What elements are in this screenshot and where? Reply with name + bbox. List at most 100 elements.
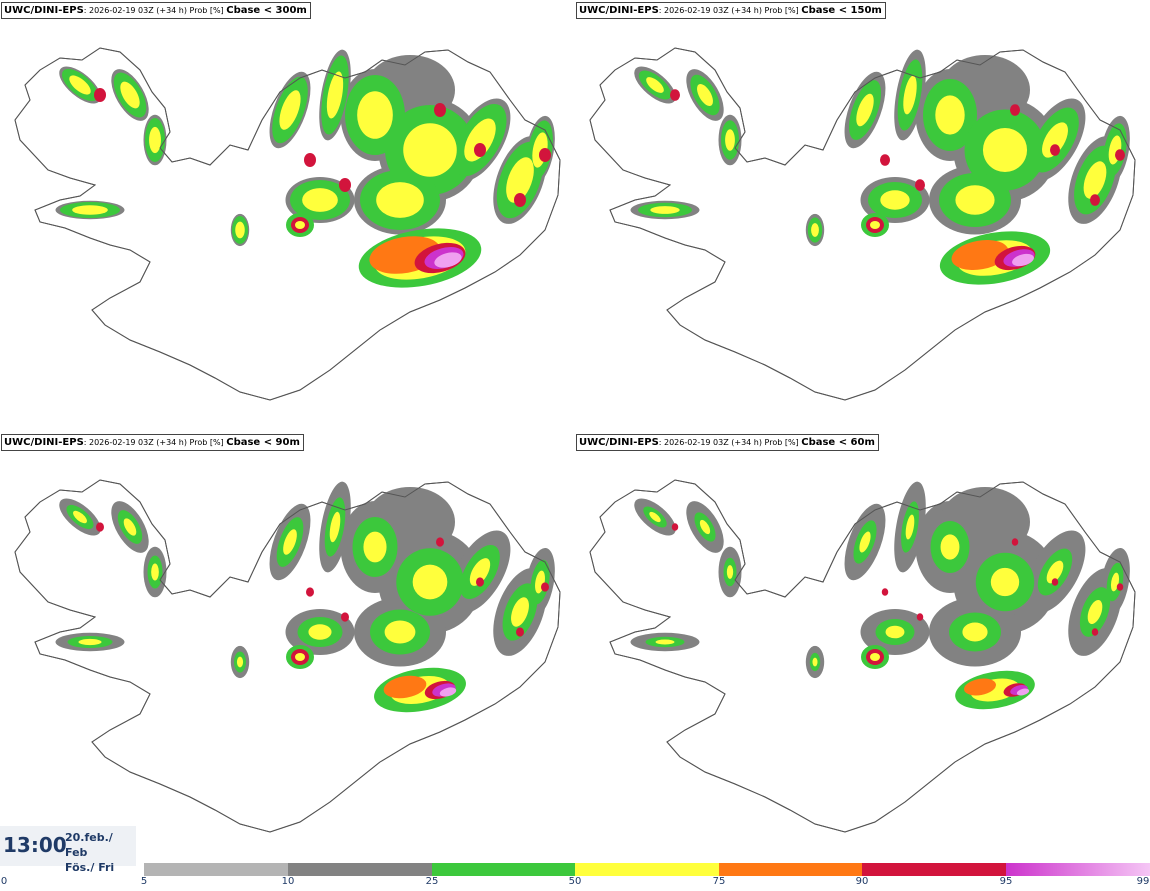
prob-90-95 bbox=[96, 522, 104, 532]
coastline-outline bbox=[14, 479, 561, 833]
coastline-outline bbox=[14, 47, 561, 401]
run-info: : 2026-02-19 03Z (+34 h) Prob [%] bbox=[658, 438, 802, 447]
probability-map bbox=[14, 479, 561, 833]
legend-segment-95-99 bbox=[1006, 863, 1150, 876]
prob-90-95 bbox=[304, 153, 316, 167]
prob-90-95 bbox=[671, 523, 679, 531]
legend-segment-75-90 bbox=[719, 863, 862, 876]
prob-95-99 bbox=[1016, 688, 1030, 696]
prob-50-75 bbox=[655, 639, 675, 645]
prob-50-75 bbox=[885, 625, 905, 639]
prob-50-75 bbox=[859, 531, 871, 553]
prob-50-75 bbox=[376, 182, 424, 218]
legend-segment-25-50 bbox=[432, 863, 575, 876]
prob-50-75 bbox=[962, 622, 988, 642]
prob-50-75 bbox=[1083, 161, 1107, 199]
prob-90-95 bbox=[1090, 194, 1100, 206]
prob-90-95 bbox=[434, 103, 446, 117]
prob-50-75 bbox=[279, 90, 301, 130]
prob-50-75 bbox=[880, 190, 910, 210]
prob-95-99 bbox=[1012, 253, 1034, 267]
valid-time: 13:00 bbox=[3, 833, 67, 857]
model-name: UWC/DINI-EPS bbox=[579, 437, 659, 448]
map-panel-60m: UWC/DINI-EPS: 2026-02-19 03Z (+34 h) Pro… bbox=[575, 432, 1150, 864]
prob-50-75 bbox=[905, 514, 915, 540]
prob-75-90 bbox=[383, 675, 427, 699]
prob-95-99 bbox=[434, 252, 462, 268]
legend-segment-50-75 bbox=[575, 863, 719, 876]
threshold-label: Cbase < 60m bbox=[801, 437, 875, 448]
legend-tick-label: 0 bbox=[0, 876, 8, 887]
prob-90-95 bbox=[436, 537, 444, 547]
panel-title: UWC/DINI-EPS: 2026-02-19 03Z (+34 h) Pro… bbox=[576, 2, 886, 19]
prob-50-75 bbox=[120, 81, 140, 109]
valid-date: 20.feb./ Feb Fös./ Fri bbox=[65, 830, 136, 875]
prob-90-95 bbox=[881, 588, 889, 596]
legend-tick-label: 95 bbox=[999, 876, 1013, 887]
prob-90-95 bbox=[341, 612, 349, 622]
panel-title: UWC/DINI-EPS: 2026-02-19 03Z (+34 h) Pro… bbox=[1, 2, 311, 19]
prob-90-95 bbox=[474, 143, 486, 157]
prob-90-95 bbox=[539, 148, 551, 162]
prob-90-95 bbox=[670, 89, 680, 101]
prob-90-95 bbox=[476, 577, 484, 587]
prob-50-75 bbox=[72, 205, 108, 215]
prob-50-75 bbox=[725, 129, 735, 151]
prob-50-75 bbox=[73, 510, 87, 524]
prob-50-75 bbox=[650, 206, 680, 214]
probability-map bbox=[589, 47, 1136, 401]
valid-day-line2: Fös./ Fri bbox=[65, 861, 115, 874]
prob-50-75 bbox=[856, 93, 874, 127]
valid-date-line1: 20.feb./ Feb bbox=[65, 831, 113, 859]
prob-90-95 bbox=[915, 179, 925, 191]
legend-tick-label: 99 bbox=[1136, 876, 1150, 887]
prob-90-95 bbox=[1010, 104, 1020, 116]
coastline-outline bbox=[589, 47, 1136, 401]
prob-90-95 bbox=[516, 627, 524, 637]
run-info: : 2026-02-19 03Z (+34 h) Prob [%] bbox=[83, 6, 227, 15]
prob-50-75 bbox=[940, 534, 960, 560]
prob-50-75 bbox=[403, 123, 457, 177]
legend-tick-label: 10 bbox=[281, 876, 295, 887]
legend-tick-label: 75 bbox=[712, 876, 726, 887]
prob-90-95 bbox=[1116, 583, 1124, 591]
map-panel-90m: UWC/DINI-EPS: 2026-02-19 03Z (+34 h) Pro… bbox=[0, 432, 575, 864]
model-name: UWC/DINI-EPS bbox=[4, 437, 84, 448]
prob-50-75 bbox=[464, 118, 496, 162]
prob-90-95 bbox=[514, 193, 526, 207]
prob-50-75 bbox=[870, 221, 880, 229]
prob-50-75 bbox=[469, 558, 491, 586]
threshold-label: Cbase < 90m bbox=[226, 437, 300, 448]
prob-50-75 bbox=[697, 83, 713, 107]
prob-90-95 bbox=[1051, 578, 1059, 586]
prob-90-95 bbox=[339, 178, 351, 192]
model-name: UWC/DINI-EPS bbox=[579, 5, 659, 16]
map-panel-300m: UWC/DINI-EPS: 2026-02-19 03Z (+34 h) Pro… bbox=[0, 0, 575, 432]
legend-tick-label: 25 bbox=[425, 876, 439, 887]
prob-50-75 bbox=[812, 657, 818, 667]
prob-50-75 bbox=[726, 565, 734, 579]
run-info: : 2026-02-19 03Z (+34 h) Prob [%] bbox=[658, 6, 802, 15]
prob-50-75 bbox=[357, 91, 393, 139]
prob-50-75 bbox=[384, 620, 416, 644]
legend-tick-label: 5 bbox=[140, 876, 148, 887]
prob-50-75 bbox=[295, 653, 305, 661]
prob-90-95 bbox=[1011, 538, 1019, 546]
prob-90-95 bbox=[94, 88, 106, 102]
prob-50-75 bbox=[412, 564, 448, 600]
panel-title: UWC/DINI-EPS: 2026-02-19 03Z (+34 h) Pro… bbox=[576, 434, 879, 451]
prob-50-75 bbox=[78, 638, 102, 646]
prob-90-95 bbox=[1115, 149, 1125, 161]
prob-50-75 bbox=[1046, 560, 1064, 584]
prob-50-75 bbox=[329, 511, 341, 543]
prob-90-95 bbox=[1050, 144, 1060, 156]
valid-time-box: 13:00 20.feb./ Feb Fös./ Fri bbox=[0, 826, 136, 874]
prob-50-75 bbox=[295, 221, 305, 229]
prob-50-75 bbox=[69, 75, 91, 95]
prob-50-75 bbox=[1042, 122, 1068, 158]
threshold-label: Cbase < 150m bbox=[801, 5, 882, 16]
prob-50-75 bbox=[236, 656, 244, 668]
model-name: UWC/DINI-EPS bbox=[4, 5, 84, 16]
prob-50-75 bbox=[990, 567, 1020, 597]
prob-90-95 bbox=[541, 582, 549, 592]
